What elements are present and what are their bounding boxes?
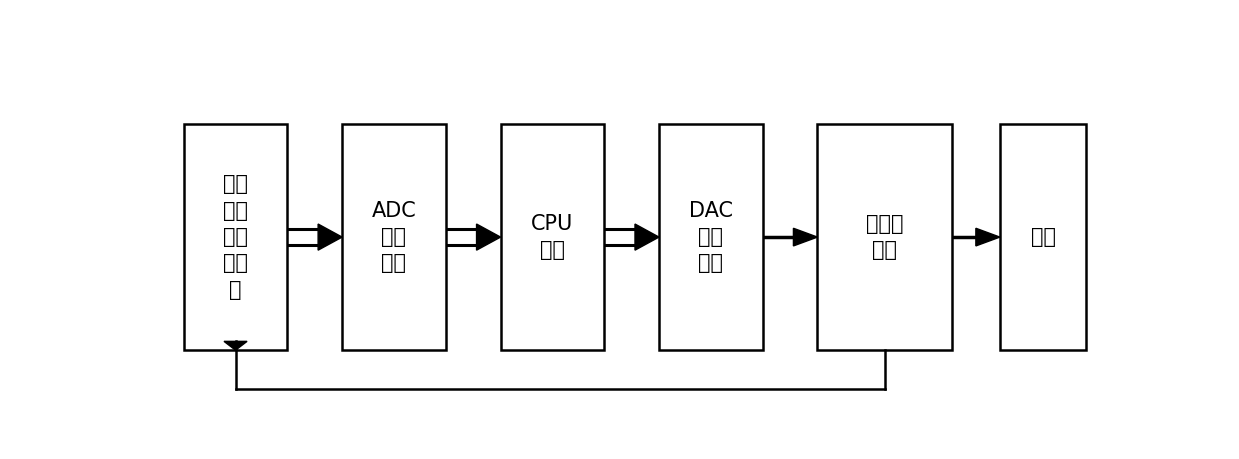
Bar — [342, 124, 446, 350]
Text: CPU
系统: CPU 系统 — [532, 214, 574, 260]
Bar — [183, 124, 287, 350]
Polygon shape — [793, 228, 818, 246]
Polygon shape — [318, 224, 342, 250]
Polygon shape — [636, 224, 659, 250]
Text: DAC
变换
电路: DAC 变换 电路 — [689, 201, 732, 274]
Text: ADC
变换
电路: ADC 变换 电路 — [372, 201, 416, 274]
Bar — [1000, 124, 1087, 350]
Text: 输出: 输出 — [1031, 227, 1056, 247]
Bar — [818, 124, 952, 350]
Polygon shape — [477, 224, 501, 250]
Bar — [501, 124, 605, 350]
Polygon shape — [976, 228, 1000, 246]
Bar — [659, 124, 763, 350]
Polygon shape — [224, 341, 247, 350]
Text: 数据
采集
与处
理电
路: 数据 采集 与处 理电 路 — [223, 174, 248, 300]
Text: 下编程
电路: 下编程 电路 — [866, 214, 903, 260]
